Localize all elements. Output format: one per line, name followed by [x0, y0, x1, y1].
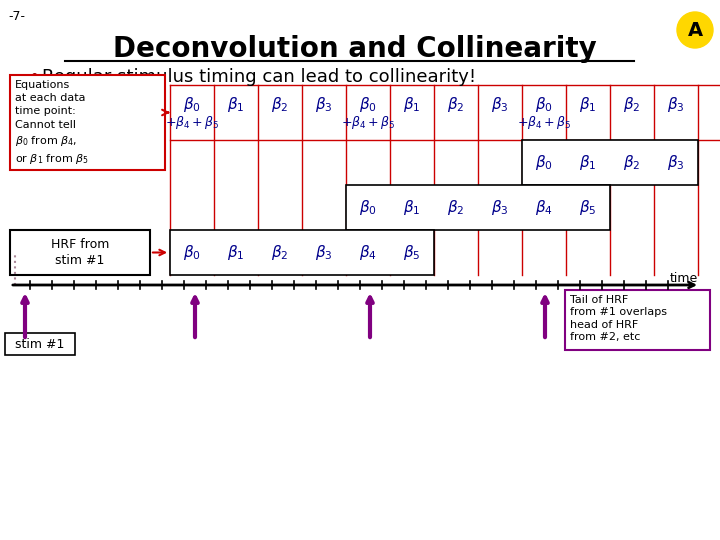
Bar [10, 75, 165, 170]
Text: •: • [28, 68, 40, 87]
Text: $\beta_5$: $\beta_5$ [580, 198, 597, 217]
Text: $\beta_3$: $\beta_3$ [667, 95, 685, 114]
Bar [170, 230, 434, 275]
Text: -7-: -7- [8, 10, 25, 23]
Bar [10, 230, 150, 275]
Text: $+\beta_4+\beta_5$: $+\beta_4+\beta_5$ [165, 114, 220, 131]
Text: $\beta_0$: $\beta_0$ [535, 153, 553, 172]
Text: $\beta_0$: $\beta_0$ [183, 95, 201, 114]
Text: $\beta_3$: $\beta_3$ [315, 95, 333, 114]
Text: $\beta_0$: $\beta_0$ [183, 243, 201, 262]
Text: $\beta_2$: $\beta_2$ [271, 95, 289, 114]
Text: $\beta_1$: $\beta_1$ [403, 198, 420, 217]
Text: $\beta_1$: $\beta_1$ [228, 243, 245, 262]
Text: A: A [688, 21, 703, 39]
Text: $\beta_2$: $\beta_2$ [624, 153, 641, 172]
Text: $\beta_0$: $\beta_0$ [359, 198, 377, 217]
Text: stim #1: stim #1 [15, 338, 65, 350]
Text: $\beta_2$: $\beta_2$ [447, 198, 464, 217]
Text: $\beta_5$: $\beta_5$ [403, 243, 420, 262]
Text: Equations
at each data
time point:
Cannot tell
$\beta_0$ from $\beta_4$,
or $\be: Equations at each data time point: Canno… [15, 80, 89, 166]
Text: $\beta_3$: $\beta_3$ [667, 153, 685, 172]
Text: $\beta_1$: $\beta_1$ [403, 95, 420, 114]
Text: $\beta_1$: $\beta_1$ [228, 95, 245, 114]
Bar [5, 333, 75, 355]
Text: $\beta_0$: $\beta_0$ [535, 95, 553, 114]
Text: $+\beta_4+\beta_5$: $+\beta_4+\beta_5$ [341, 114, 395, 131]
Text: $\beta_2$: $\beta_2$ [447, 95, 464, 114]
Text: Deconvolution and Collinearity: Deconvolution and Collinearity [113, 35, 597, 63]
Text: Regular stimulus timing can lead to collinearity!: Regular stimulus timing can lead to coll… [42, 68, 476, 86]
Text: $\beta_2$: $\beta_2$ [624, 95, 641, 114]
Text: time: time [670, 272, 698, 285]
Text: $\beta_4$: $\beta_4$ [359, 243, 377, 262]
Circle shape [677, 12, 713, 48]
Text: $\beta_0$: $\beta_0$ [359, 95, 377, 114]
Text: Tail of HRF
from #1 overlaps
head of HRF
from #2, etc: Tail of HRF from #1 overlaps head of HRF… [570, 295, 667, 342]
Text: $\beta_1$: $\beta_1$ [580, 153, 597, 172]
Bar [522, 140, 698, 185]
Text: $\beta_3$: $\beta_3$ [491, 95, 509, 114]
Text: $\beta_3$: $\beta_3$ [491, 198, 509, 217]
Text: HRF from
stim #1: HRF from stim #1 [51, 239, 109, 267]
Text: $\beta_2$: $\beta_2$ [271, 243, 289, 262]
Text: $+\beta_4+\beta_5$: $+\beta_4+\beta_5$ [517, 114, 571, 131]
Text: $\beta_4$: $\beta_4$ [535, 198, 553, 217]
Text: $\beta_1$: $\beta_1$ [580, 95, 597, 114]
Text: $\beta_3$: $\beta_3$ [315, 243, 333, 262]
Bar [346, 185, 610, 230]
Bar [565, 290, 710, 350]
